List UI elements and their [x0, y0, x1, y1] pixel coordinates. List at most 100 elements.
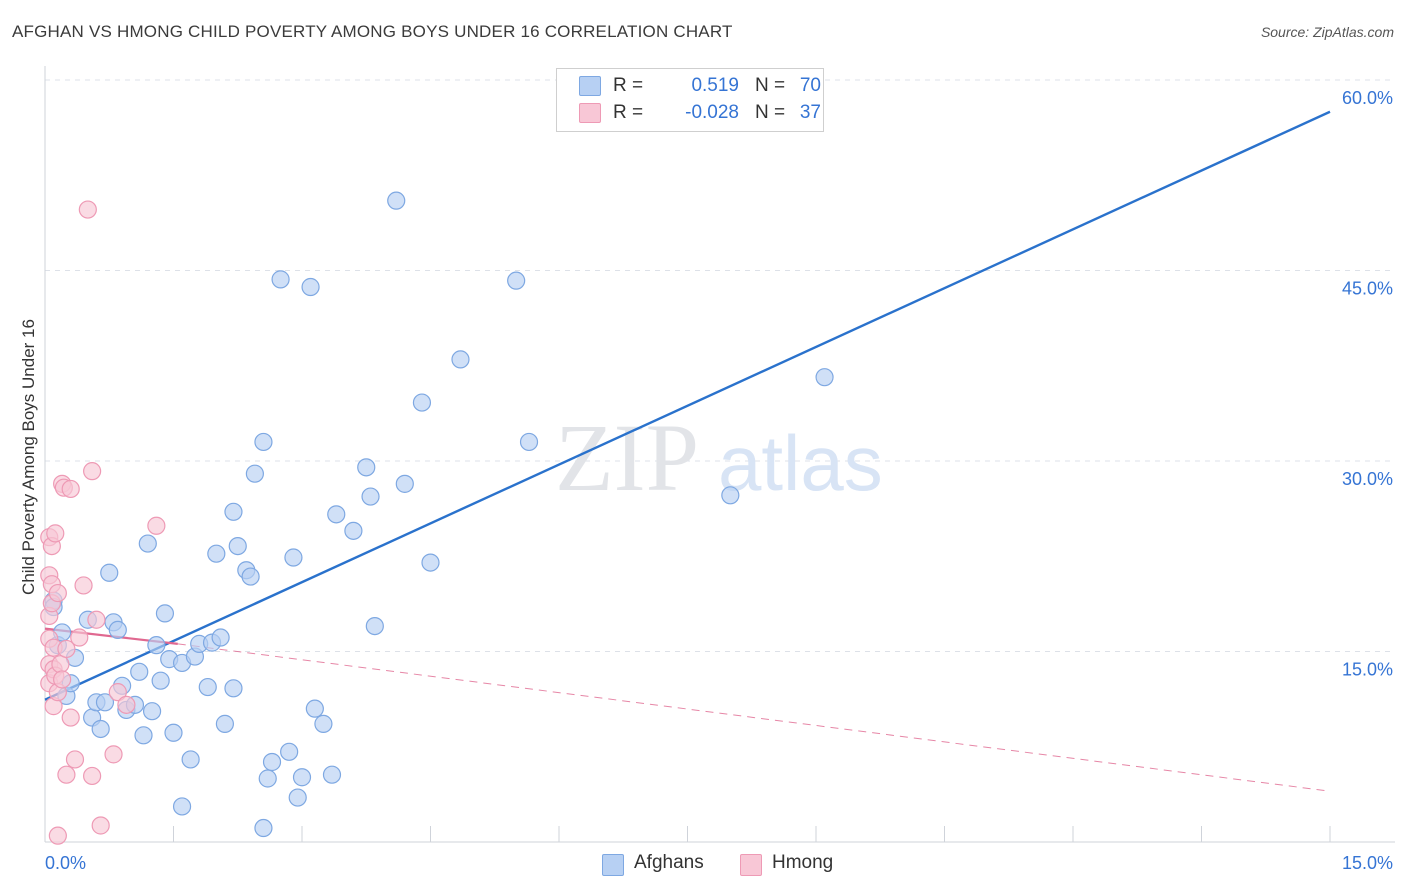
- afghan-point: [721, 486, 740, 505]
- legend-r-value: -0.028: [685, 102, 739, 123]
- legend-n-value: 70: [799, 75, 821, 96]
- legend-swatch-afghans: [602, 854, 624, 876]
- axes: [44, 66, 1395, 843]
- afghan-trend-line: [44, 110, 1331, 701]
- afghan-point: [134, 726, 153, 745]
- y-tick-label: 45.0%: [1342, 279, 1393, 299]
- afghan-point: [224, 502, 243, 521]
- afghan-point: [284, 548, 303, 567]
- afghan-point: [254, 432, 273, 452]
- afghan-point: [198, 677, 217, 697]
- afghan-point: [519, 432, 539, 452]
- hmong-point: [46, 524, 65, 543]
- legend-swatch-afghans: [579, 76, 601, 96]
- legend-n-label: N =: [755, 102, 786, 123]
- hmong-point: [83, 766, 102, 786]
- afghan-point: [412, 393, 432, 412]
- afghan-point: [241, 567, 260, 586]
- afghan-point: [100, 563, 119, 582]
- afghan-point: [271, 270, 290, 289]
- afghan-point: [365, 616, 384, 636]
- afghan-point: [815, 368, 834, 387]
- hmong-point: [108, 683, 127, 702]
- afghan-point: [395, 474, 414, 493]
- legend-r-label: R =: [613, 102, 644, 123]
- afghan-point: [322, 765, 342, 784]
- afghan-point: [292, 768, 312, 787]
- watermark-zip: ZIP: [555, 404, 699, 511]
- chart-title: AFGHAN VS HMONG CHILD POVERTY AMONG BOYS…: [12, 22, 733, 41]
- afghan-point: [301, 277, 320, 297]
- afghan-point: [147, 636, 166, 655]
- afghan-point: [207, 544, 226, 563]
- afghan-point: [280, 742, 299, 761]
- afghan-point: [344, 521, 363, 540]
- afghan-point: [138, 534, 157, 553]
- x-tick-label: 0.0%: [45, 853, 86, 873]
- afghan-point: [215, 714, 234, 733]
- hmong-point: [87, 610, 106, 629]
- afghan-point: [228, 536, 247, 556]
- afghan-point: [172, 797, 192, 816]
- data-points: [40, 191, 834, 845]
- hmong-point: [61, 479, 80, 499]
- afghan-point: [155, 604, 175, 623]
- hmong-point: [57, 639, 76, 659]
- afghan-point: [164, 723, 183, 742]
- afghan-point: [91, 719, 110, 739]
- hmong-point: [48, 583, 67, 603]
- hmong-point: [83, 462, 102, 481]
- afghan-point: [421, 553, 440, 572]
- hmong-point: [53, 670, 72, 689]
- hmong-point: [48, 826, 67, 845]
- afghan-point: [451, 350, 470, 369]
- tick-labels: 15.0% 30.0% 45.0% 60.0% 0.0% 15.0%: [45, 88, 1393, 873]
- afghan-point: [361, 487, 380, 506]
- legend-n-label: N =: [755, 75, 786, 96]
- legend-n-value: 37: [799, 102, 821, 123]
- afghan-point: [211, 628, 230, 647]
- watermark-atlas: atlas: [718, 419, 883, 507]
- hmong-point: [147, 516, 166, 535]
- afghan-point: [314, 714, 333, 733]
- afghan-point: [151, 671, 170, 690]
- source-label: Source: ZipAtlas.com: [1260, 24, 1394, 40]
- y-axis-label: Child Poverty Among Boys Under 16: [19, 319, 38, 595]
- correlation-legend: R = 0.519 N = 70 R = -0.028 N = 37: [556, 68, 824, 132]
- legend-swatch-hmong: [579, 103, 601, 123]
- legend-swatch-hmong: [740, 854, 762, 876]
- hmong-point: [91, 816, 110, 835]
- legend-label-afghans: Afghans: [634, 852, 704, 873]
- hmong-point: [65, 750, 85, 769]
- afghan-point: [258, 769, 277, 788]
- afghan-point: [254, 818, 273, 838]
- hmong-trend-extension: [177, 643, 1331, 792]
- hmong-point: [74, 576, 93, 595]
- gridlines: [45, 79, 1395, 652]
- afghan-point: [108, 620, 127, 640]
- legend-r-label: R =: [613, 75, 644, 96]
- afghan-point: [130, 662, 149, 681]
- y-tick-label: 60.0%: [1342, 88, 1393, 108]
- hmong-point: [57, 765, 76, 784]
- hmong-point: [78, 200, 97, 219]
- afghan-point: [327, 505, 346, 524]
- afghan-point: [224, 679, 243, 698]
- legend-label-hmong: Hmong: [772, 852, 834, 873]
- afghan-point: [181, 750, 200, 769]
- afghan-point: [95, 693, 115, 712]
- watermark: ZIP atlas: [555, 404, 883, 511]
- hmong-point: [51, 655, 70, 674]
- hmong-point: [104, 745, 123, 764]
- hmong-point: [70, 628, 89, 647]
- afghan-point: [387, 191, 406, 210]
- hmong-point: [61, 708, 80, 727]
- x-tick-label: 15.0%: [1342, 853, 1393, 873]
- y-tick-label: 30.0%: [1342, 469, 1393, 489]
- legend-r-value: 0.519: [691, 75, 739, 96]
- afghan-point: [507, 271, 526, 290]
- afghan-point: [357, 458, 376, 477]
- afghan-point: [245, 464, 264, 483]
- afghan-point: [305, 699, 324, 718]
